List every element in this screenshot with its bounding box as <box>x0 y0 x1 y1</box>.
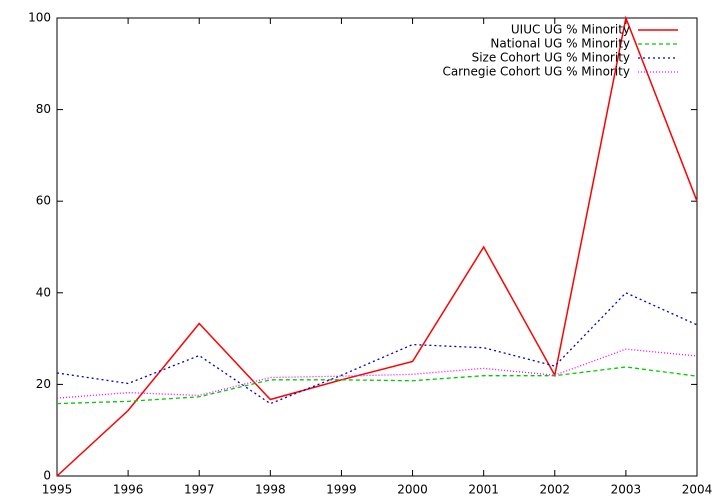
series-line <box>56 15 698 477</box>
x-tick-label: 2002 <box>540 483 571 497</box>
legend-label: National UG % Minority <box>490 37 630 51</box>
x-tick-label: 1995 <box>42 483 73 497</box>
y-tick-label: 100 <box>28 11 51 25</box>
legend-label: Carnegie Cohort UG % Minority <box>442 65 630 79</box>
x-tick-label: 2001 <box>468 483 499 497</box>
y-tick-label: 20 <box>36 377 51 391</box>
x-tick-label: 2003 <box>611 483 642 497</box>
series-line <box>56 366 698 405</box>
y-tick-label: 0 <box>43 469 51 483</box>
legend-label: UIUC UG % Minority <box>511 23 630 37</box>
plot-frame <box>56 17 698 477</box>
y-tick-label: 80 <box>36 102 51 116</box>
series-line <box>56 348 698 399</box>
x-tick-label: 1997 <box>184 483 215 497</box>
x-tick-label: 2004 <box>682 483 713 497</box>
legend-label: Size Cohort UG % Minority <box>472 51 630 65</box>
x-tick-label: 1998 <box>255 483 286 497</box>
x-tick-label: 2000 <box>397 483 428 497</box>
y-tick-label: 60 <box>36 194 51 208</box>
series-line <box>56 292 698 405</box>
y-tick-label: 40 <box>36 285 51 299</box>
x-tick-label: 1996 <box>113 483 144 497</box>
x-tick-label: 1999 <box>326 483 357 497</box>
